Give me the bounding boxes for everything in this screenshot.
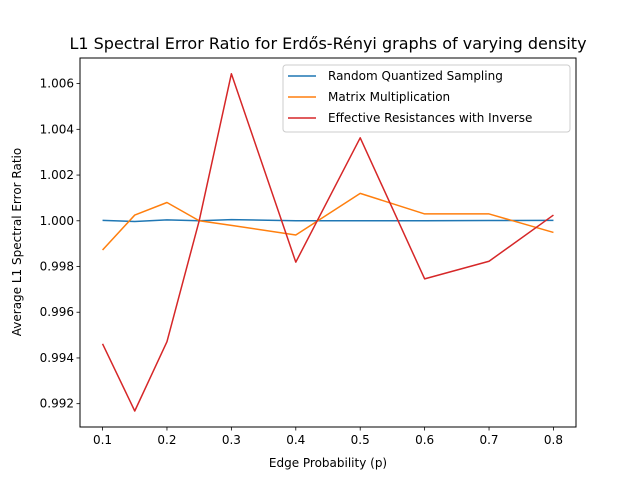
plot-frame [79,57,577,428]
series-line-3 [101,73,554,412]
x-axis-label: Edge Probability (p) [269,456,387,470]
y-tick-label: 0.996 [40,305,74,319]
chart-title: L1 Spectral Error Ratio for Erdős-Rényi … [69,34,586,53]
legend-label-2: Matrix Multiplication [328,90,450,104]
x-tick-label: 0.6 [415,433,434,447]
series-line-1 [102,218,554,223]
y-tick-label: 0.998 [40,260,74,274]
y-tick-label: 1.000 [40,214,74,228]
y-tick-label: 0.994 [40,351,74,365]
y-tick-label: 1.002 [40,168,74,182]
legend-box [282,64,571,133]
legend: Random Quantized Sampling Matrix Multipli… [282,64,571,133]
y-axis: 0.992 0.994 0.996 0.998 1.000 1.002 1.004 1.006 [40,77,80,411]
x-tick-label: 0.3 [222,433,241,447]
x-tick-label: 0.7 [479,433,498,447]
x-axis: 0.1 0.2 0.3 0.4 0.5 0.6 0.7 0.8 [93,427,563,447]
x-tick-label: 0.5 [351,433,370,447]
y-axis-label: Average L1 Spectral Error Ratio [10,148,24,336]
legend-label-3: Effective Resistances with Inverse [328,111,532,125]
legend-label-1: Random Quantized Sampling [328,69,503,83]
x-tick-label: 0.4 [286,433,305,447]
series-line-2 [101,192,554,251]
y-tick-label: 1.004 [40,122,74,136]
y-tick-label: 0.992 [40,397,74,411]
x-tick-label: 0.1 [93,433,112,447]
y-tick-label: 1.006 [40,77,74,91]
x-tick-label: 0.2 [157,433,176,447]
x-tick-label: 0.8 [544,433,563,447]
plot-lines [101,73,554,412]
